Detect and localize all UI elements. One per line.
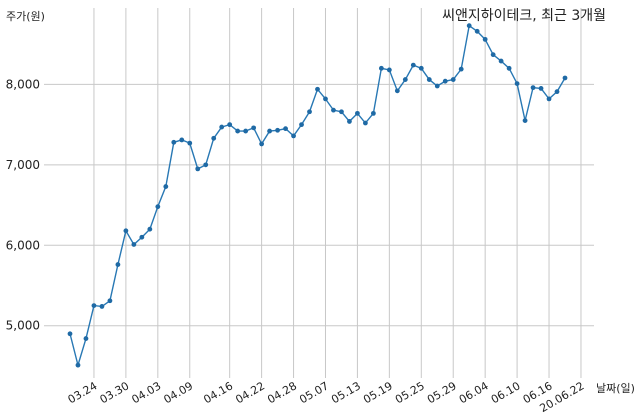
y-tick-label: 7,000	[6, 158, 40, 172]
data-point	[474, 28, 480, 34]
x-tick-label: 04.16	[201, 379, 235, 406]
data-point	[299, 122, 304, 128]
data-point	[67, 331, 73, 337]
data-point	[243, 128, 249, 134]
chart-title: 씨앤지하이테크, 최근 3개월	[442, 8, 606, 24]
data-point	[91, 303, 97, 309]
x-tick-label: 04.28	[265, 379, 299, 406]
data-point	[506, 65, 512, 71]
data-point	[195, 166, 201, 172]
x-tick-label: 03.30	[98, 379, 132, 406]
data-point	[458, 66, 464, 72]
data-point	[370, 110, 376, 116]
data-point	[331, 107, 336, 113]
data-point	[283, 126, 288, 132]
data-point	[546, 96, 552, 102]
x-tick-label: 05.19	[361, 379, 395, 406]
data-point	[139, 234, 145, 240]
data-point	[163, 184, 169, 189]
data-point	[211, 135, 217, 141]
x-tick-label: 06.04	[457, 379, 491, 406]
data-point	[203, 162, 209, 168]
x-tick-label: 05.29	[425, 379, 459, 406]
x-tick-label: 04.09	[161, 379, 195, 406]
data-point	[355, 110, 360, 116]
data-point	[83, 336, 89, 341]
data-point	[450, 77, 456, 82]
data-point	[562, 75, 568, 81]
data-point	[147, 226, 153, 232]
data-point	[386, 67, 392, 73]
data-point	[522, 118, 528, 124]
x-tick-label: 05.25	[393, 379, 427, 406]
grid-lines	[44, 8, 594, 378]
x-axis-label: 날짜(일)	[596, 381, 635, 395]
data-point	[235, 128, 241, 134]
x-tick-label: 04.03	[130, 379, 164, 406]
data-point	[402, 77, 408, 82]
data-point	[323, 96, 328, 102]
x-tick-label: 05.07	[297, 379, 331, 406]
data-point	[131, 242, 137, 247]
data-point	[171, 139, 177, 145]
y-tick-labels: 5,000 6,000 7,000 8,000	[6, 77, 40, 332]
data-point	[378, 65, 384, 71]
data-point	[219, 124, 225, 130]
y-axis-label: 주가(원)	[6, 10, 45, 23]
data-point	[426, 77, 432, 82]
data-point	[291, 133, 296, 139]
data-point	[554, 89, 560, 95]
data-point	[490, 52, 496, 58]
data-point	[275, 127, 280, 133]
data-point	[123, 228, 129, 234]
data-point	[227, 122, 233, 128]
data-point	[394, 88, 400, 94]
data-point	[179, 137, 185, 143]
data-point	[267, 128, 272, 134]
x-tick-label: 04.22	[233, 379, 267, 406]
data-point	[538, 86, 544, 91]
x-tick-label: 03.24	[66, 379, 100, 406]
data-point	[315, 86, 320, 92]
data-point	[115, 262, 121, 267]
y-tick-label: 5,000	[6, 319, 40, 333]
data-point	[498, 58, 504, 64]
data-point	[530, 85, 536, 91]
data-point	[482, 36, 488, 42]
data-point	[410, 62, 416, 68]
price-series-line	[69, 24, 566, 368]
data-point	[466, 23, 472, 29]
data-point	[107, 298, 113, 304]
data-point	[434, 83, 440, 89]
data-point	[155, 204, 161, 210]
data-point	[251, 125, 257, 131]
data-point	[418, 65, 424, 71]
data-point	[187, 140, 193, 146]
data-point	[75, 362, 81, 368]
data-point	[99, 304, 105, 309]
x-tick-label: 05.13	[329, 379, 363, 406]
data-point	[442, 78, 448, 84]
data-point	[259, 141, 265, 147]
y-tick-label: 8,000	[6, 77, 40, 91]
y-tick-label: 6,000	[6, 238, 40, 252]
data-point	[307, 109, 312, 115]
data-point	[347, 119, 352, 124]
data-point	[514, 81, 520, 87]
data-point	[339, 109, 344, 115]
price-data-points	[67, 23, 568, 368]
x-tick-label: 06.10	[489, 379, 523, 406]
data-point	[363, 120, 368, 126]
